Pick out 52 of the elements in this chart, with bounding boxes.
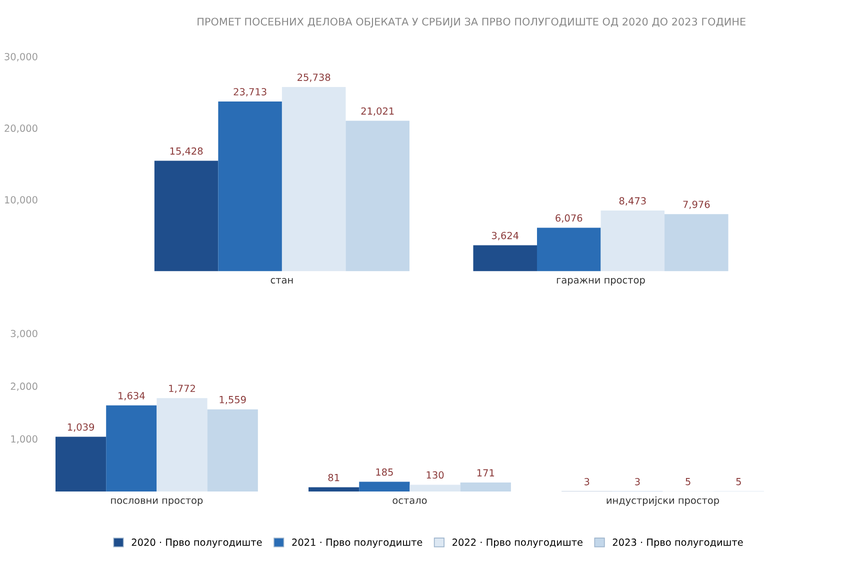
y-tick-label: 3,000	[10, 330, 38, 338]
bar	[410, 484, 460, 492]
legend-label: 2021 · Прво полугодиште	[292, 538, 422, 548]
text: 8,473	[619, 197, 646, 206]
x-tick-label: гаражни простор	[556, 278, 645, 286]
x-tick-label: стан	[270, 278, 293, 284]
y-tick-label: 30,000	[4, 52, 38, 62]
text: 3	[635, 478, 640, 486]
text: 1,772	[169, 384, 195, 394]
text: 3,624	[492, 232, 518, 240]
text: 1,039	[68, 423, 94, 432]
bar	[473, 245, 537, 272]
bar	[106, 405, 157, 492]
text: 185	[376, 468, 393, 476]
text: 171	[477, 469, 494, 476]
text: 7,976	[683, 200, 710, 210]
x-tick-label: пословни простор	[111, 498, 203, 506]
y-tick-label: 10,000	[5, 196, 38, 204]
text: 15,428	[170, 147, 203, 156]
text: 3	[584, 478, 590, 486]
bar	[600, 210, 665, 272]
text: 25,738	[298, 74, 330, 82]
y-tick-label: 2,000	[10, 382, 38, 391]
bar	[154, 160, 218, 272]
chart-title: ПРОМЕТ ПОСЕБНИХ ДЕЛОВА ОБЈЕКАТА У СРБИЈИ ЗА ПРВО ПОЛУГОДИШТЕ ОД 2020 ДО 2023 ГОДИНЕ	[198, 18, 746, 28]
bar	[664, 214, 728, 272]
text: 1,559	[220, 396, 246, 404]
text: 23,713	[234, 88, 266, 96]
y-tick-label: 1,000	[11, 435, 38, 444]
bar	[56, 436, 106, 492]
x-tick-label: остало	[392, 498, 427, 504]
bar	[156, 398, 208, 492]
text: 5	[686, 478, 690, 486]
text: 1,634	[118, 392, 145, 400]
text: 130	[426, 471, 444, 479]
bar	[282, 87, 346, 272]
bar	[218, 101, 282, 272]
text: 21,021	[361, 107, 394, 116]
text: 5	[736, 478, 741, 486]
bar	[359, 482, 410, 492]
legend-label: 2022 · Прво полугодиште	[452, 538, 582, 548]
bar	[207, 409, 258, 492]
bar	[308, 487, 360, 492]
legend-label: 2023 · Прво полугодиште	[612, 538, 743, 548]
legend-label: 2020 · Прво полугодиште	[132, 538, 262, 548]
text: 6,076	[556, 214, 582, 223]
bar	[536, 228, 601, 272]
bar	[460, 482, 511, 492]
y-tick-label: 20,000	[4, 124, 38, 133]
text: 81	[328, 474, 340, 482]
x-tick-label: индустријски простор	[606, 496, 720, 506]
bar	[346, 120, 410, 272]
